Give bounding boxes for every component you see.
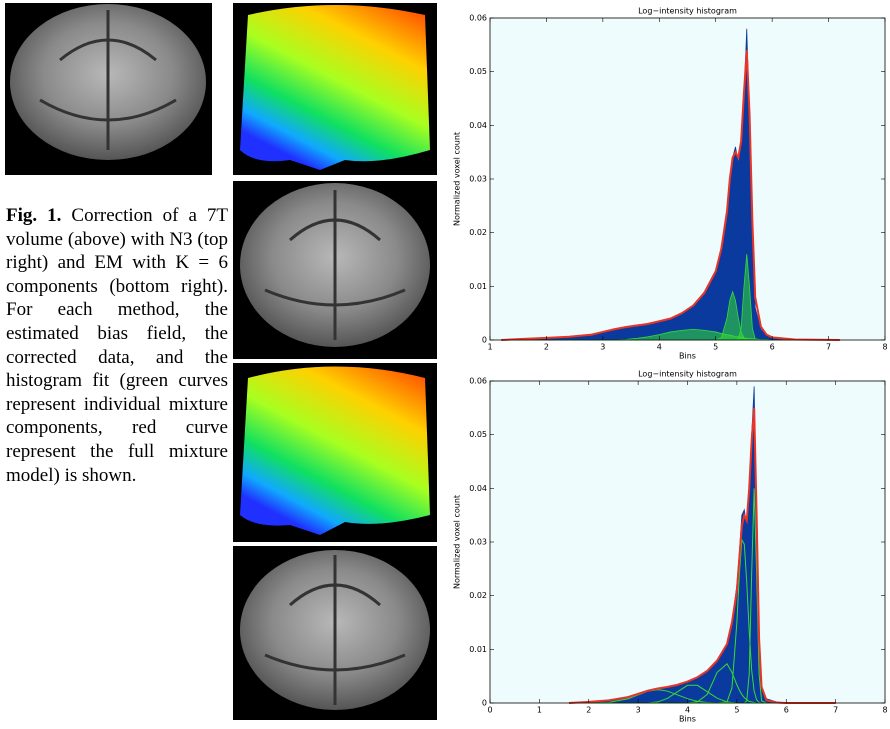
x-tick-label: 8 (882, 343, 887, 352)
mri-image (233, 546, 437, 720)
bias-field (233, 3, 437, 175)
y-tick-label: 0.02 (469, 591, 487, 600)
x-tick-label: 6 (784, 706, 789, 715)
y-axis-label: Normalized voxel count (453, 132, 462, 226)
x-axis-label: Bins (679, 715, 696, 724)
chart-title: Log−intensity histogram (638, 7, 737, 16)
y-axis-label: Normalized voxel count (453, 495, 462, 589)
plot-area (490, 18, 885, 340)
y-tick-label: 0.05 (469, 430, 487, 439)
x-tick-label: 2 (586, 706, 591, 715)
y-tick-label: 0.04 (469, 484, 487, 493)
chart: Log−intensity histogram Bins Normalized vo… (453, 370, 888, 724)
x-tick-label: 8 (882, 706, 887, 715)
y-tick-label: 0.01 (469, 645, 487, 654)
caption: Fig. 1. Correction of a 7T volume (above… (6, 204, 228, 487)
x-tick-label: 0 (487, 706, 492, 715)
y-tick-label: 0.06 (469, 14, 487, 23)
mri-image (5, 3, 212, 175)
x-tick-label: 7 (833, 706, 838, 715)
y-tick-label: 0 (482, 336, 487, 345)
x-tick-label: 5 (713, 343, 718, 352)
x-tick-label: 2 (544, 343, 549, 352)
mri-image (233, 181, 437, 359)
y-tick-label: 0.02 (469, 228, 487, 237)
x-tick-label: 4 (685, 706, 690, 715)
caption-text: Correction of a 7T volume (above) with N… (6, 205, 228, 486)
x-tick-label: 1 (487, 343, 492, 352)
x-tick-label: 6 (770, 343, 775, 352)
chart-title: Log−intensity histogram (638, 370, 737, 379)
y-tick-label: 0.06 (469, 377, 487, 386)
bias-field (233, 363, 437, 542)
caption-label: Fig. 1. (6, 205, 61, 226)
page: Log−intensity histogram Bins Normalized vo… (0, 0, 890, 729)
y-tick-label: 0.04 (469, 121, 487, 130)
x-tick-label: 1 (537, 706, 542, 715)
y-tick-label: 0.03 (469, 538, 487, 547)
x-tick-label: 3 (600, 343, 605, 352)
x-tick-label: 4 (657, 343, 662, 352)
y-tick-label: 0 (482, 699, 487, 708)
x-axis-label: Bins (679, 352, 696, 361)
x-tick-label: 7 (826, 343, 831, 352)
chart: Log−intensity histogram Bins Normalized vo… (453, 7, 888, 361)
y-tick-label: 0.01 (469, 282, 487, 291)
y-tick-label: 0.05 (469, 67, 487, 76)
x-tick-label: 5 (734, 706, 739, 715)
plot-area (490, 381, 885, 703)
x-tick-label: 3 (636, 706, 641, 715)
y-tick-label: 0.03 (469, 175, 487, 184)
